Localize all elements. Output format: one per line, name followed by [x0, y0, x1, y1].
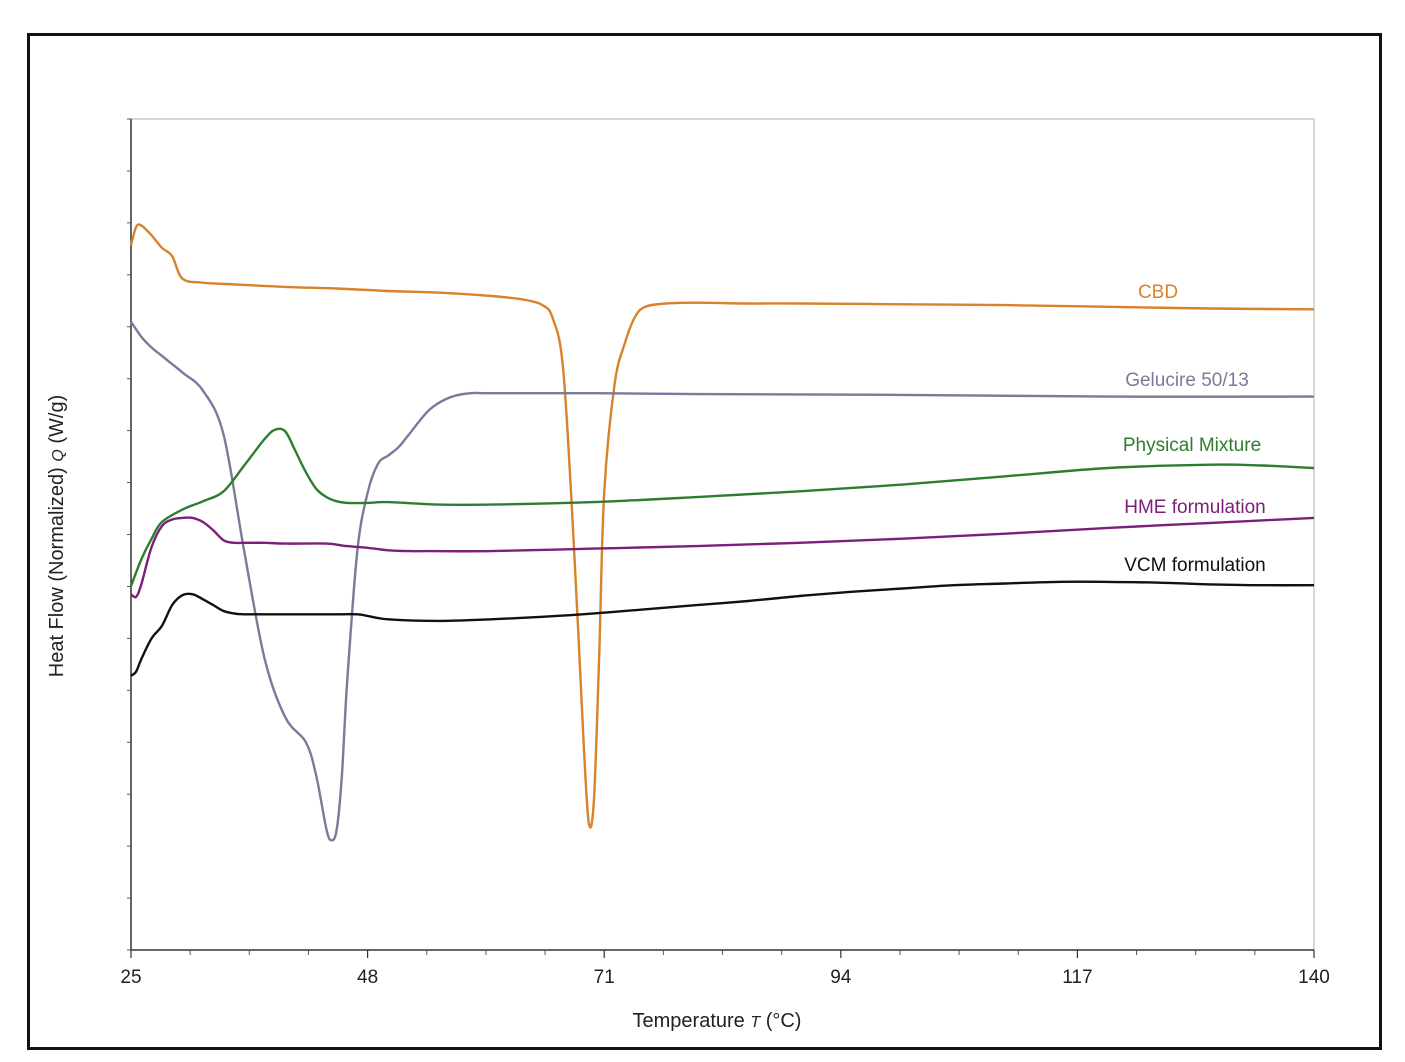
y-axis-title: Heat Flow (Normalized) Q (W/g) — [46, 395, 68, 678]
x-axis-title-symbol: T — [750, 1014, 761, 1031]
axes: 25 48 71 94 117 140 — [120, 118, 1330, 988]
series-labels: CBD Gelucire 50/13 Physical Mixture HME for… — [1123, 282, 1266, 576]
y-axis-title-unit: (W/g) — [46, 395, 68, 449]
y-axis-title-symbol: Q — [50, 449, 67, 461]
series-line-gelucire-50-13 — [130, 321, 1315, 842]
x-tick-label: 71 — [594, 967, 615, 988]
x-tick-label: 140 — [1298, 967, 1330, 988]
series-label-gelucire-50-13: Gelucire 50/13 — [1125, 370, 1249, 391]
x-tick-label: 117 — [1062, 967, 1092, 988]
series-label-cbd: CBD — [1138, 282, 1178, 303]
x-tick-label: 48 — [357, 967, 378, 988]
x-tick-label: 25 — [120, 967, 141, 988]
series-label-vcm-formulation: VCM formulation — [1124, 555, 1266, 576]
series-line-vcm-formulation — [130, 580, 1315, 677]
series-line-cbd — [129, 223, 1315, 829]
x-tick-label: 94 — [830, 967, 852, 988]
series-label-physical-mixture: Physical Mixture — [1123, 435, 1261, 456]
x-axis-title: Temperature T (°C) — [633, 1010, 802, 1032]
x-axis-title-unit: (°C) — [760, 1010, 801, 1032]
series-line-physical-mixture — [129, 427, 1315, 587]
series-lines — [129, 223, 1315, 842]
series-label-hme-formulation: HME formulation — [1124, 497, 1266, 518]
chart-frame — [27, 33, 1382, 1050]
series-line-hme-formulation — [130, 516, 1315, 599]
plot-area-border — [130, 118, 1315, 951]
x-axis-title-prefix: Temperature — [633, 1010, 751, 1032]
y-axis-title-prefix: Heat Flow (Normalized) — [46, 462, 68, 678]
